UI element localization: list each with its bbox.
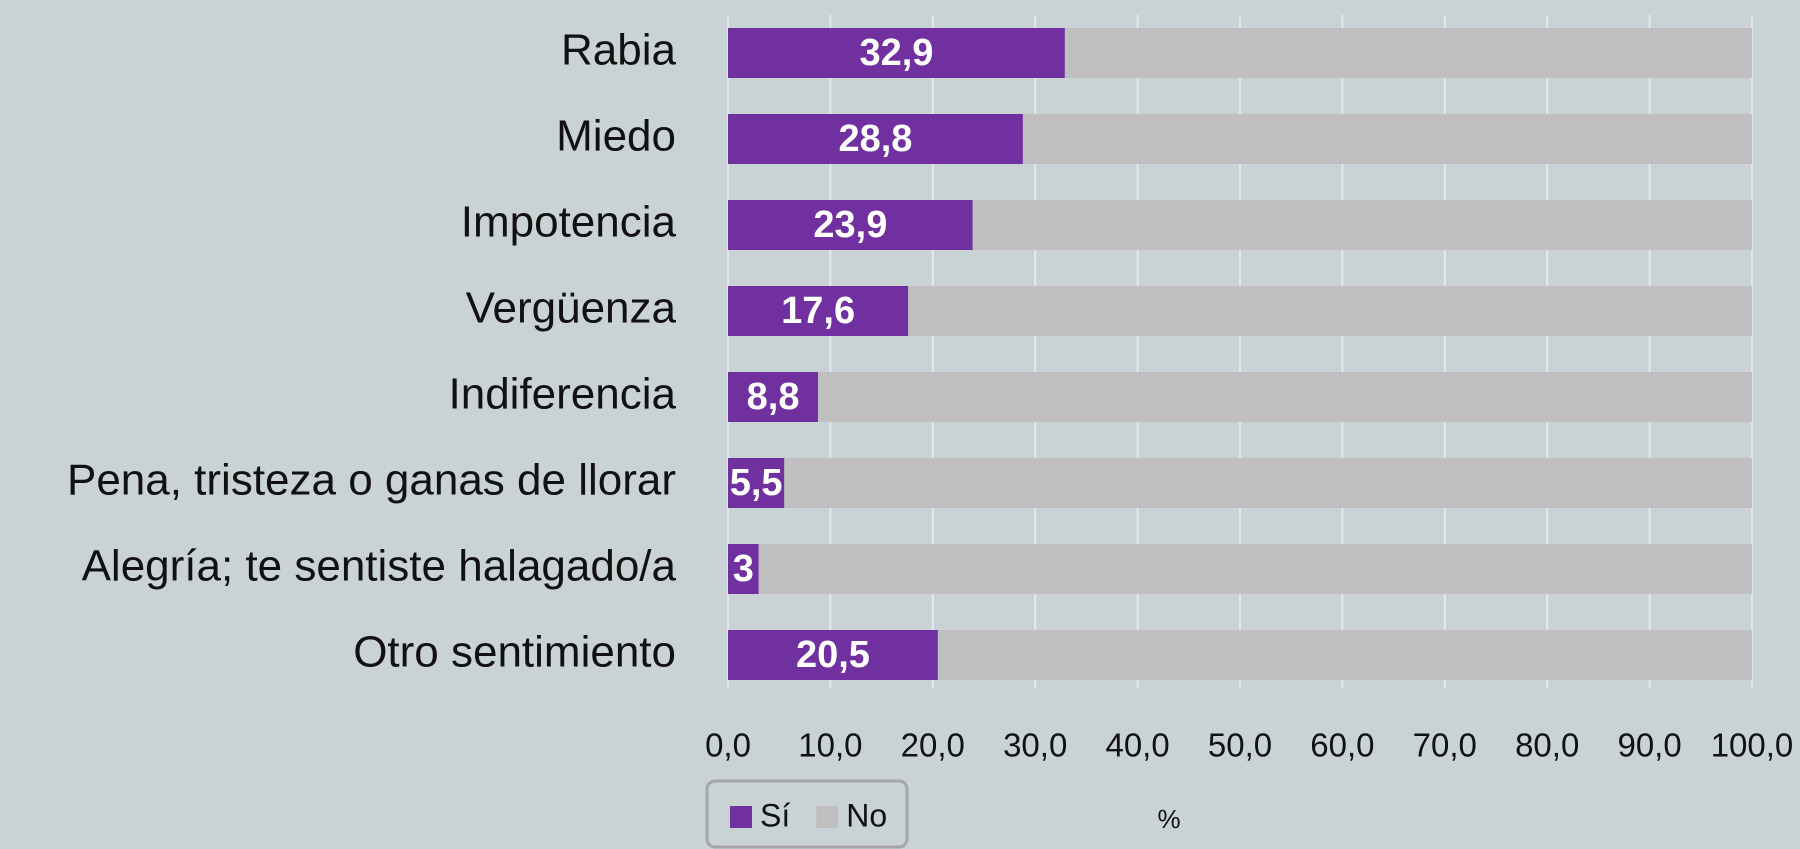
data-label: 17,6 — [781, 290, 855, 332]
category-label: Miedo — [556, 112, 676, 161]
category-label: Vergüenza — [466, 284, 677, 333]
data-label: 5,5 — [730, 462, 783, 504]
category-label: Otro sentimiento — [353, 628, 676, 677]
bar-segment — [1064, 28, 1752, 78]
x-tick-label: 80,0 — [1515, 727, 1579, 764]
data-label: 8,8 — [747, 376, 800, 418]
data-label: 20,5 — [796, 634, 870, 676]
x-tick-label: 30,0 — [1003, 727, 1067, 764]
legend-label: Sí — [760, 797, 790, 833]
legend-box — [705, 779, 909, 849]
x-tick-label: 40,0 — [1105, 727, 1169, 764]
bar-segment — [937, 630, 1752, 680]
legend-swatch — [730, 806, 752, 828]
bar-segment — [728, 28, 1065, 78]
bar-segment — [728, 372, 819, 422]
bar-segment — [1022, 114, 1752, 164]
category-label: Indiferencia — [449, 370, 677, 419]
category-label: Impotencia — [461, 198, 677, 247]
x-tick-label: 90,0 — [1617, 727, 1681, 764]
x-tick-label: 70,0 — [1413, 727, 1477, 764]
data-label: 23,9 — [813, 204, 887, 246]
bar-segment — [908, 286, 1752, 336]
x-tick-label: 20,0 — [901, 727, 965, 764]
x-tick-label: 0,0 — [705, 727, 751, 764]
bar-segment — [728, 458, 785, 508]
x-axis-label: % — [1157, 804, 1180, 834]
bar-segment — [784, 458, 1752, 508]
data-label: 3 — [733, 548, 754, 590]
data-label: 28,8 — [838, 118, 912, 160]
x-tick-label: 10,0 — [798, 727, 862, 764]
x-tick-label: 60,0 — [1310, 727, 1374, 764]
bar-segment — [972, 200, 1752, 250]
x-tick-label: 100,0 — [1711, 727, 1794, 764]
category-label: Rabia — [561, 26, 676, 75]
data-label: 32,9 — [859, 32, 933, 74]
bar-segment — [728, 544, 759, 594]
bar-segment — [728, 200, 973, 250]
bar-segment — [728, 114, 1023, 164]
category-label: Alegría; te sentiste halagado/a — [82, 542, 677, 591]
bar-segment — [758, 544, 1752, 594]
x-tick-label: 50,0 — [1208, 727, 1272, 764]
bar-segment — [728, 286, 909, 336]
legend-swatch — [816, 806, 839, 828]
legend-label: No — [846, 797, 887, 833]
category-label: Pena, tristeza o ganas de llorar — [67, 456, 676, 505]
bar-segment — [818, 372, 1752, 422]
bar-segment — [728, 630, 938, 680]
